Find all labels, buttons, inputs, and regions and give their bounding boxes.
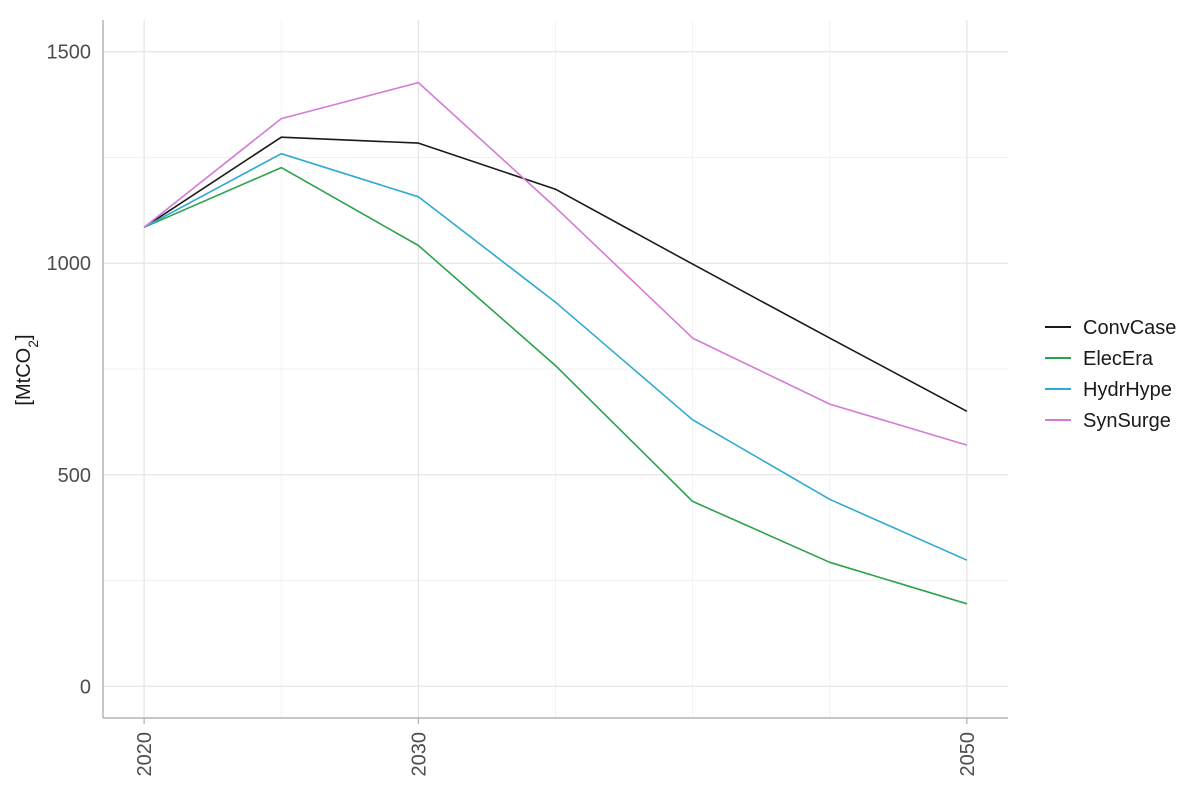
series-lines [143,81,968,605]
y-tick-label: 0 [80,676,91,698]
x-tick-label: 2020 [134,732,156,777]
y-axis-title: [MtCO2] [13,334,41,405]
series-line-hydrhype [143,152,968,561]
series-line-convcase [143,136,968,413]
y-tick-label: 1000 [47,253,92,275]
legend: ConvCase ElecEra HydrHype SynSurge [1045,317,1176,432]
legend-label: ElecEra [1083,348,1154,370]
legend-label: SynSurge [1083,410,1171,432]
y-tick-label: 1500 [47,42,92,64]
y-axis-title-main: [MtCO [13,348,35,406]
y-tick-label: 500 [58,465,91,487]
legend-label: ConvCase [1083,317,1176,339]
y-axis-title-suffix: ] [13,334,35,340]
major-gridlines [103,20,1008,718]
y-axis-title-subscript: 2 [25,340,41,348]
series-line-elecera [143,166,968,605]
x-tick-label: 2050 [957,732,979,777]
x-tick-labels: 2020 2030 2050 [134,732,979,777]
x-tick-label: 2030 [408,732,430,777]
y-tick-labels: 0 500 1000 1500 [47,42,92,699]
minor-gridlines [103,20,1008,718]
axes [102,20,1008,724]
legend-label: HydrHype [1083,379,1172,401]
series-line-synsurge [143,81,968,446]
